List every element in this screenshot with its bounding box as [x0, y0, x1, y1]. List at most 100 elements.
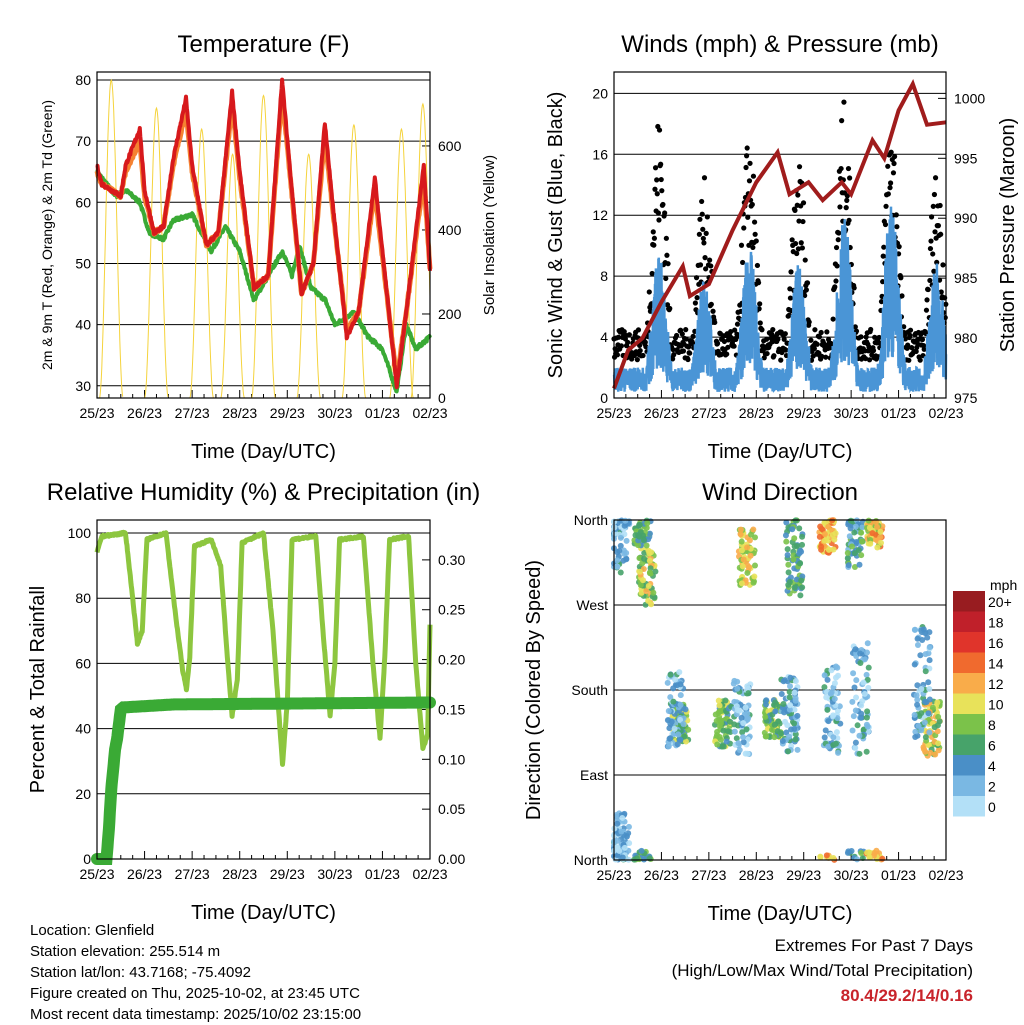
direction-point	[622, 517, 629, 524]
x-tick-label: 28/23	[222, 866, 257, 882]
gust-point	[932, 175, 939, 181]
direction-point	[751, 562, 758, 569]
gust-point	[731, 343, 737, 349]
direction-point	[625, 823, 632, 830]
direction-point	[911, 661, 918, 668]
y-tick-label: 12	[592, 207, 608, 223]
direction-point	[865, 664, 872, 671]
direction-point	[858, 552, 865, 559]
direction-point	[866, 524, 873, 531]
direction-point	[866, 854, 873, 861]
direction-point	[740, 734, 747, 741]
gust-point	[787, 295, 794, 301]
gust-point	[917, 357, 923, 363]
gust-point	[823, 354, 829, 360]
y-tick-label: 80	[75, 72, 91, 88]
gust-point	[747, 160, 753, 166]
direction-point	[677, 701, 684, 708]
gust-point	[885, 163, 891, 169]
direction-point	[832, 674, 839, 681]
direction-point	[674, 741, 681, 748]
direction-point	[778, 691, 785, 698]
gust-point	[671, 352, 677, 358]
gust-point	[936, 277, 943, 283]
x-tick-label: 28/23	[739, 405, 774, 421]
x-tick-label: 26/23	[127, 405, 162, 421]
gust-point	[898, 275, 904, 281]
gust-point	[902, 336, 909, 342]
direction-point	[857, 650, 864, 657]
y-tick-label: 40	[75, 317, 91, 333]
direction-point	[778, 730, 785, 737]
gust-point	[680, 348, 687, 354]
gust-point	[812, 327, 818, 333]
gust-point	[789, 237, 795, 243]
direction-point	[786, 688, 793, 695]
gust-point	[844, 197, 850, 204]
direction-point	[643, 542, 650, 549]
y2-axis-label: Station Pressure (Maroon)	[997, 118, 1019, 353]
direction-point	[821, 734, 828, 741]
gust-point	[749, 201, 755, 208]
direction-point	[672, 676, 679, 683]
gust-point	[924, 297, 930, 303]
direction-point	[828, 667, 835, 674]
direction-point	[742, 704, 749, 711]
gust-point	[700, 235, 706, 242]
direction-point	[821, 672, 828, 679]
gust-point	[658, 161, 664, 167]
y-tick-label: 0	[600, 390, 608, 406]
direction-point	[722, 697, 729, 704]
gust-point	[788, 269, 794, 275]
gust-point	[710, 308, 716, 314]
gust-point	[909, 344, 915, 351]
gust-point	[931, 268, 937, 274]
y2-tick-label: 990	[954, 210, 978, 226]
direction-point	[877, 534, 884, 541]
direction-point	[787, 683, 794, 690]
direction-point	[783, 519, 790, 526]
direction-point	[714, 741, 721, 748]
direction-point	[750, 526, 757, 533]
gust-point	[938, 231, 944, 237]
direction-point	[858, 849, 865, 856]
direction-point	[823, 694, 830, 701]
gust-point	[642, 339, 648, 345]
gust-point	[781, 336, 787, 342]
direction-point	[929, 704, 936, 711]
y-tick-label: 20	[592, 85, 608, 101]
y2-tick-label: 400	[438, 222, 462, 238]
direction-point	[738, 547, 745, 554]
gust-point	[728, 329, 734, 335]
direction-point	[851, 564, 858, 571]
gust-point	[845, 165, 852, 172]
direction-point	[851, 529, 858, 536]
y-tick-label: 8	[600, 268, 608, 284]
direction-point	[825, 718, 832, 725]
gust-point	[799, 245, 805, 251]
direction-point	[824, 676, 831, 683]
temp-2m-line	[95, 77, 432, 390]
direction-point	[918, 685, 925, 692]
gust-point	[786, 312, 792, 318]
direction-point	[792, 736, 799, 743]
direction-point	[771, 734, 778, 741]
plot-frame	[96, 519, 431, 860]
legend-swatch	[953, 714, 985, 735]
x-tick-label: 30/23	[834, 867, 869, 883]
direction-point	[832, 740, 839, 747]
legend-label: 6	[988, 738, 996, 754]
x-tick-label: 26/23	[644, 405, 679, 421]
direction-point	[833, 729, 840, 736]
gust-point	[696, 231, 702, 237]
y-tick-label: 100	[68, 525, 92, 541]
x-tick-label: 28/23	[222, 405, 257, 421]
legend-label: 18	[988, 615, 1004, 631]
direction-point	[918, 627, 925, 634]
direction-point	[664, 717, 671, 724]
direction-point	[744, 569, 751, 576]
direction-point	[677, 692, 684, 699]
y-tick-label: North	[574, 852, 608, 868]
gust-point	[940, 262, 946, 268]
gust-point	[913, 348, 919, 355]
